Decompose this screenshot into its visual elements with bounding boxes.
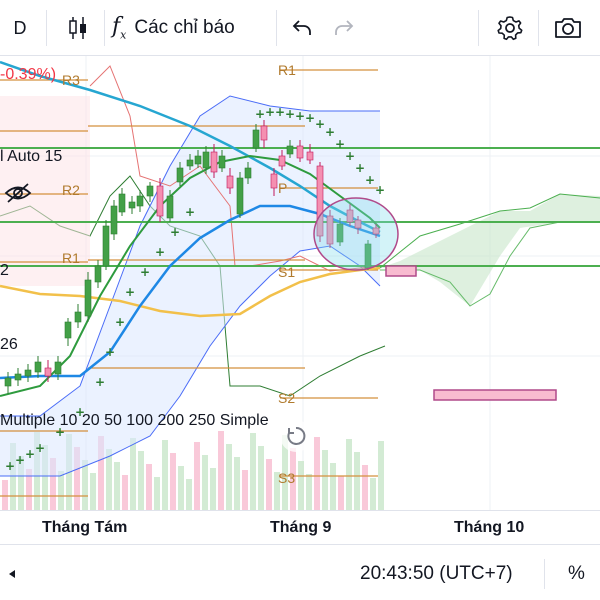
time-label-aug: Tháng Tám	[42, 519, 128, 536]
svg-text:+: +	[35, 441, 45, 455]
svg-text:+: +	[185, 205, 195, 219]
chart-type-button[interactable]	[58, 0, 98, 56]
legend-ma-label[interactable]: Multiple 10 20 50 100 200 250 Simple	[0, 412, 269, 429]
svg-text:+: +	[95, 375, 105, 389]
legend-auto[interactable]: l Auto 15	[0, 148, 63, 165]
svg-text:+: +	[255, 107, 265, 121]
screenshot-button[interactable]	[546, 0, 590, 56]
eye-hidden-icon[interactable]	[4, 182, 32, 209]
svg-text:+: +	[325, 125, 335, 139]
svg-text:+: +	[5, 459, 15, 473]
ichimoku-span-b	[380, 221, 600, 307]
status-bar: 20:43:50 (UTC+7) %	[0, 544, 600, 600]
svg-text:+: +	[365, 173, 375, 187]
parabolic-sar: + + + ++++++++++++ + + + + + +++++++	[5, 105, 385, 473]
svg-text:+: +	[115, 315, 125, 329]
price-chart[interactable]: + + + ++++++++++++ + + + + + +++++++	[0, 56, 600, 510]
svg-text:+: +	[275, 105, 285, 119]
svg-text:+: +	[75, 405, 85, 419]
svg-text:+: +	[345, 149, 355, 163]
percent-toggle[interactable]: %	[568, 563, 585, 584]
svg-text:+: +	[25, 447, 35, 461]
svg-text:+: +	[155, 245, 165, 259]
pivot-s2-label: S2	[278, 390, 296, 406]
pink-rect-large[interactable]	[433, 389, 557, 401]
toolbar-divider	[46, 10, 47, 46]
bollinger-upper	[0, 95, 380, 417]
pivot-r2-label: R2	[62, 182, 80, 198]
cloud-red-fill	[0, 96, 90, 286]
reset-icon	[287, 426, 306, 445]
svg-text:+: +	[285, 107, 295, 121]
interval-button[interactable]: D	[13, 17, 27, 38]
settings-button[interactable]	[488, 0, 532, 56]
undo-icon	[292, 20, 311, 35]
svg-text:+: +	[55, 425, 65, 439]
bollinger-lower	[0, 245, 381, 477]
chart-pane[interactable]: + + + + + + + + + + + + + + + + + + + + + + + + + + + -0.39%) l Au…	[0, 56, 600, 510]
candlestick-icon	[69, 17, 86, 39]
gear-icon	[497, 16, 523, 41]
svg-text:+: +	[15, 453, 25, 467]
ma-orange	[0, 266, 381, 318]
volume-bars	[2, 431, 384, 510]
toolbar-divider	[478, 10, 479, 46]
top-toolbar: D fx Các chỉ báo	[0, 0, 600, 56]
toolbar-divider	[276, 10, 277, 46]
toolbar-divider	[104, 10, 105, 46]
ma-green	[0, 154, 381, 397]
indicators-label: Các chỉ báo	[134, 17, 235, 38]
indicators-button[interactable]: fx Các chỉ báo	[112, 0, 272, 56]
pivot-lines	[0, 69, 378, 497]
camera-icon	[555, 18, 581, 38]
svg-text:+: +	[140, 265, 150, 279]
status-divider	[544, 559, 545, 589]
svg-text:+: +	[355, 161, 365, 175]
svg-text:+: +	[265, 105, 275, 119]
highlight-circle[interactable]	[313, 197, 399, 271]
ma-teal	[0, 60, 381, 234]
pivot-r1-label: R1	[62, 250, 80, 266]
red-line	[89, 65, 381, 272]
pivot-r3-label: R3	[62, 72, 80, 88]
redo-icon	[335, 20, 354, 35]
pivot-s3-label: S3	[278, 470, 296, 486]
svg-text:+: +	[315, 117, 325, 131]
chevron-left-icon[interactable]	[6, 567, 18, 585]
svg-text:+: +	[375, 183, 385, 197]
time-label-sep: Tháng 9	[270, 519, 332, 536]
time-label-oct: Tháng 10	[454, 519, 525, 536]
svg-text:+: +	[105, 345, 115, 359]
legend-value-26: 26	[0, 336, 18, 353]
legend-change: -0.39%)	[0, 66, 57, 83]
bollinger-band-fill	[0, 96, 380, 476]
svg-text:+: +	[335, 137, 345, 151]
pivot-s1-label: S1	[278, 264, 296, 280]
reset-chart-button[interactable]	[280, 420, 312, 452]
pink-rect-small[interactable]	[385, 265, 417, 277]
fx-icon: fx	[112, 14, 127, 42]
svg-text:+: +	[295, 109, 305, 123]
redo-button[interactable]	[324, 0, 364, 56]
clock[interactable]: 20:43:50 (UTC+7)	[360, 563, 513, 584]
ichimoku-span-a	[379, 193, 600, 269]
svg-text:+: +	[125, 285, 135, 299]
pivot-p-right-label: P	[278, 180, 288, 196]
legend-value-2: 2	[0, 262, 9, 279]
toolbar-divider	[538, 10, 539, 46]
svg-text:+: +	[305, 111, 315, 125]
pivot-r1-right-label: R1	[278, 62, 296, 78]
undo-button[interactable]	[282, 0, 322, 56]
time-axis[interactable]: Tháng Tám Tháng 9 Tháng 10	[0, 510, 600, 544]
candlesticks	[4, 120, 380, 394]
svg-text:+: +	[170, 225, 180, 239]
